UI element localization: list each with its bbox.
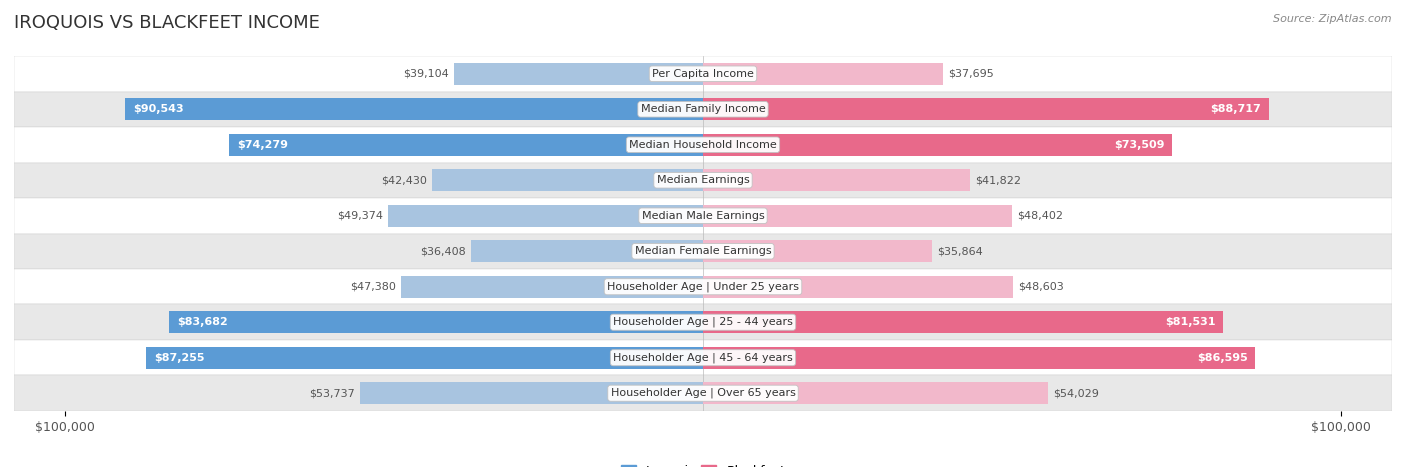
Text: $53,737: $53,737	[309, 388, 356, 398]
Bar	[14, 234, 1392, 269]
Text: Source: ZipAtlas.com: Source: ZipAtlas.com	[1274, 14, 1392, 24]
Text: Householder Age | 45 - 64 years: Householder Age | 45 - 64 years	[613, 353, 793, 363]
Text: Median Household Income: Median Household Income	[628, 140, 778, 150]
Text: Median Male Earnings: Median Male Earnings	[641, 211, 765, 221]
Text: Householder Age | 25 - 44 years: Householder Age | 25 - 44 years	[613, 317, 793, 327]
Text: $41,822: $41,822	[974, 175, 1021, 185]
Text: $74,279: $74,279	[236, 140, 288, 150]
Text: $49,374: $49,374	[337, 211, 382, 221]
Bar	[703, 134, 1173, 156]
Bar	[703, 205, 1012, 227]
Text: Per Capita Income: Per Capita Income	[652, 69, 754, 79]
Text: $88,717: $88,717	[1211, 104, 1261, 114]
Bar	[125, 98, 703, 120]
Bar	[703, 240, 932, 262]
Text: $37,695: $37,695	[949, 69, 994, 79]
Bar	[388, 205, 703, 227]
Text: $36,408: $36,408	[420, 246, 465, 256]
Text: $83,682: $83,682	[177, 317, 228, 327]
Text: $54,029: $54,029	[1053, 388, 1098, 398]
Text: Median Female Earnings: Median Female Earnings	[634, 246, 772, 256]
Bar	[14, 304, 1392, 340]
Text: $81,531: $81,531	[1166, 317, 1215, 327]
Text: $35,864: $35,864	[936, 246, 983, 256]
Bar	[703, 347, 1256, 369]
Bar	[703, 63, 943, 85]
Text: $39,104: $39,104	[402, 69, 449, 79]
Bar	[471, 240, 703, 262]
Bar	[703, 311, 1223, 333]
Bar	[360, 382, 703, 404]
Text: Householder Age | Over 65 years: Householder Age | Over 65 years	[610, 388, 796, 398]
Bar	[14, 269, 1392, 304]
Text: $47,380: $47,380	[350, 282, 395, 292]
Text: $86,595: $86,595	[1197, 353, 1247, 363]
Text: $73,509: $73,509	[1114, 140, 1164, 150]
Bar	[14, 92, 1392, 127]
Text: $90,543: $90,543	[134, 104, 184, 114]
Text: Householder Age | Under 25 years: Householder Age | Under 25 years	[607, 282, 799, 292]
Bar	[401, 276, 703, 298]
Text: IROQUOIS VS BLACKFEET INCOME: IROQUOIS VS BLACKFEET INCOME	[14, 14, 321, 32]
Text: $48,603: $48,603	[1018, 282, 1064, 292]
Bar	[14, 198, 1392, 234]
Bar	[14, 375, 1392, 411]
Bar	[432, 169, 703, 191]
Bar	[14, 163, 1392, 198]
Text: Median Earnings: Median Earnings	[657, 175, 749, 185]
Bar	[14, 127, 1392, 163]
Bar	[14, 56, 1392, 92]
Bar	[703, 276, 1014, 298]
Bar	[169, 311, 703, 333]
Legend: Iroquois, Blackfeet: Iroquois, Blackfeet	[616, 460, 790, 467]
Bar	[146, 347, 703, 369]
Bar	[229, 134, 703, 156]
Text: Median Family Income: Median Family Income	[641, 104, 765, 114]
Bar	[703, 382, 1047, 404]
Bar	[703, 98, 1270, 120]
Text: $48,402: $48,402	[1017, 211, 1063, 221]
Bar	[454, 63, 703, 85]
Bar	[703, 169, 970, 191]
Text: $87,255: $87,255	[155, 353, 204, 363]
Text: $42,430: $42,430	[381, 175, 427, 185]
Bar	[14, 340, 1392, 375]
